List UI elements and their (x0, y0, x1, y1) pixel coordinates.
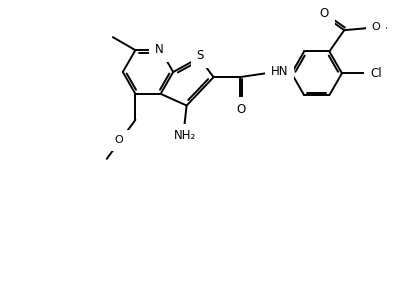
Text: NH₂: NH₂ (173, 129, 196, 142)
Text: Cl: Cl (369, 67, 381, 80)
Text: O: O (114, 135, 123, 145)
Text: O: O (235, 103, 244, 116)
Text: S: S (196, 49, 204, 62)
Text: O: O (319, 7, 328, 20)
Text: O: O (370, 22, 379, 32)
Text: HN: HN (270, 65, 287, 78)
Text: N: N (155, 43, 164, 56)
